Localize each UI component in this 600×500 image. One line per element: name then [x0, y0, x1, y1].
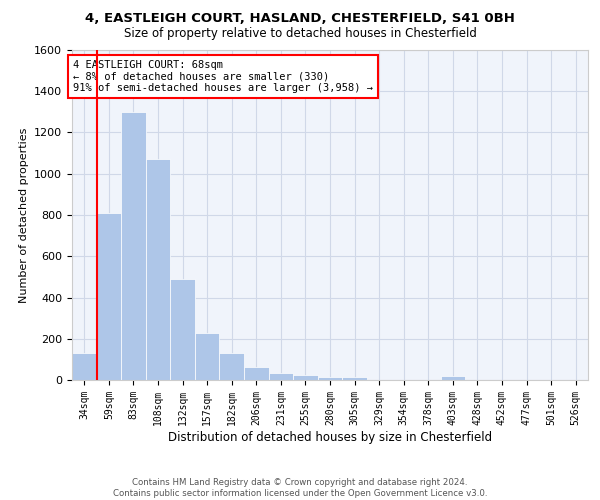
Text: Contains HM Land Registry data © Crown copyright and database right 2024.
Contai: Contains HM Land Registry data © Crown c…: [113, 478, 487, 498]
Text: 4 EASTLEIGH COURT: 68sqm
← 8% of detached houses are smaller (330)
91% of semi-d: 4 EASTLEIGH COURT: 68sqm ← 8% of detache…: [73, 60, 373, 93]
Bar: [220, 353, 244, 380]
Bar: [97, 213, 121, 380]
Bar: [121, 112, 146, 380]
Text: 4, EASTLEIGH COURT, HASLAND, CHESTERFIELD, S41 0BH: 4, EASTLEIGH COURT, HASLAND, CHESTERFIEL…: [85, 12, 515, 26]
Bar: [244, 366, 269, 380]
Bar: [72, 353, 97, 380]
X-axis label: Distribution of detached houses by size in Chesterfield: Distribution of detached houses by size …: [168, 430, 492, 444]
Bar: [318, 377, 342, 380]
Bar: [195, 332, 220, 380]
Y-axis label: Number of detached properties: Number of detached properties: [19, 128, 29, 302]
Bar: [342, 377, 367, 380]
Bar: [146, 160, 170, 380]
Bar: [293, 375, 318, 380]
Bar: [440, 376, 465, 380]
Bar: [170, 279, 195, 380]
Text: Size of property relative to detached houses in Chesterfield: Size of property relative to detached ho…: [124, 28, 476, 40]
Bar: [269, 373, 293, 380]
